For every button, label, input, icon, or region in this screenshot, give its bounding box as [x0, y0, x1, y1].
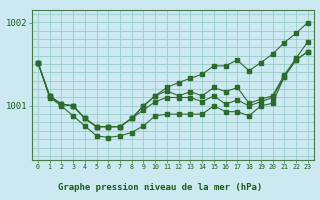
Text: Graphe pression niveau de la mer (hPa): Graphe pression niveau de la mer (hPa)	[58, 183, 262, 192]
